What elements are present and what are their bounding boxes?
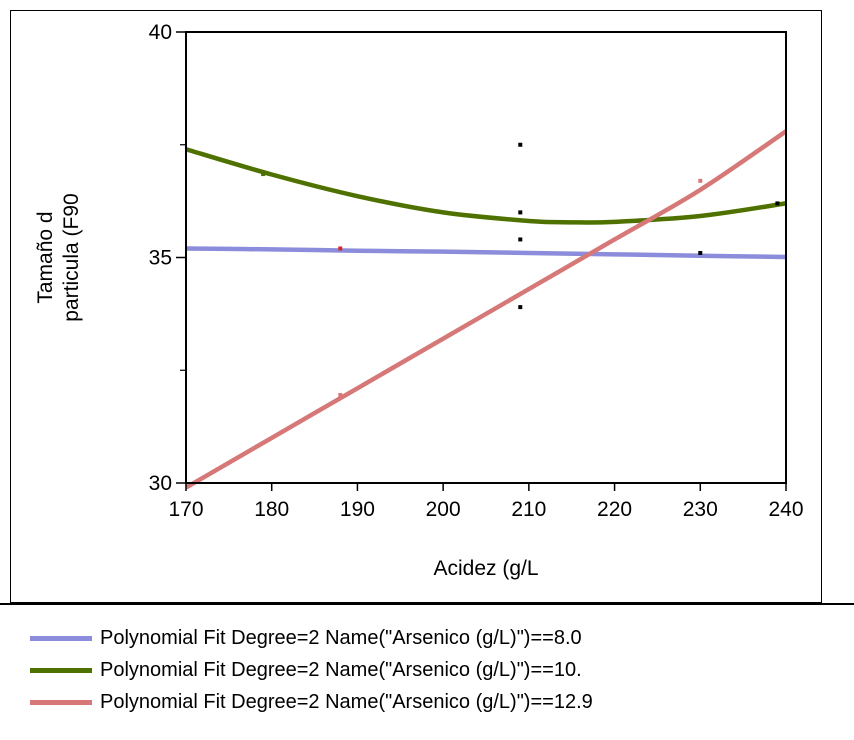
legend: Polynomial Fit Degree=2 Name("Arsenico (… — [30, 622, 593, 718]
data-point — [775, 201, 780, 206]
legend-swatch — [30, 635, 92, 641]
data-point — [518, 305, 523, 310]
data-point — [518, 237, 523, 242]
legend-swatch — [30, 667, 92, 673]
y-tick-label: 35 — [149, 247, 172, 270]
data-point — [518, 210, 523, 215]
y-axis-title-line1: Tamaño d — [34, 211, 57, 303]
points-layer — [261, 142, 780, 398]
legend-item: Polynomial Fit Degree=2 Name("Arsenico (… — [30, 686, 593, 718]
x-tick-label: 190 — [340, 498, 375, 521]
x-tick-label: 170 — [168, 498, 203, 521]
legend-divider — [0, 603, 854, 605]
data-point — [338, 246, 343, 251]
series-line — [184, 129, 788, 490]
x-tick-label: 210 — [511, 498, 546, 521]
legend-label: Polynomial Fit Degree=2 Name("Arsenico (… — [100, 690, 593, 713]
data-point — [698, 250, 703, 255]
legend-swatch — [30, 699, 92, 705]
legend-item: Polynomial Fit Degree=2 Name("Arsenico (… — [30, 622, 593, 654]
x-tick-label: 240 — [768, 498, 803, 521]
axis-layer: 170 180 190 200 210 220 230 240 30 35 40 — [149, 21, 804, 521]
data-point — [518, 142, 523, 147]
series-line — [185, 246, 787, 260]
x-tick-label: 180 — [254, 498, 289, 521]
chart-svg: 170 180 190 200 210 220 230 240 30 35 40 Acidez (g… — [34, 21, 804, 580]
series-layer — [184, 129, 788, 490]
series-line — [185, 147, 787, 225]
legend-label: Polynomial Fit Degree=2 Name("Arsenico (… — [100, 626, 582, 649]
legend-label: Polynomial Fit Degree=2 Name("Arsenico (… — [100, 658, 582, 681]
data-point — [338, 393, 343, 398]
x-tick-label: 200 — [426, 498, 461, 521]
y-tick-label: 40 — [149, 21, 172, 44]
y-axis-title-line2: particula (F90 — [60, 193, 83, 321]
legend-item: Polynomial Fit Degree=2 Name("Arsenico (… — [30, 654, 593, 686]
data-point — [261, 172, 266, 177]
chart-frame — [10, 10, 822, 603]
x-tick-label: 230 — [683, 498, 718, 521]
x-tick-label: 220 — [597, 498, 632, 521]
data-point — [698, 178, 703, 183]
x-axis-title: Acidez (g/L — [433, 557, 538, 580]
y-tick-label: 30 — [149, 472, 172, 495]
